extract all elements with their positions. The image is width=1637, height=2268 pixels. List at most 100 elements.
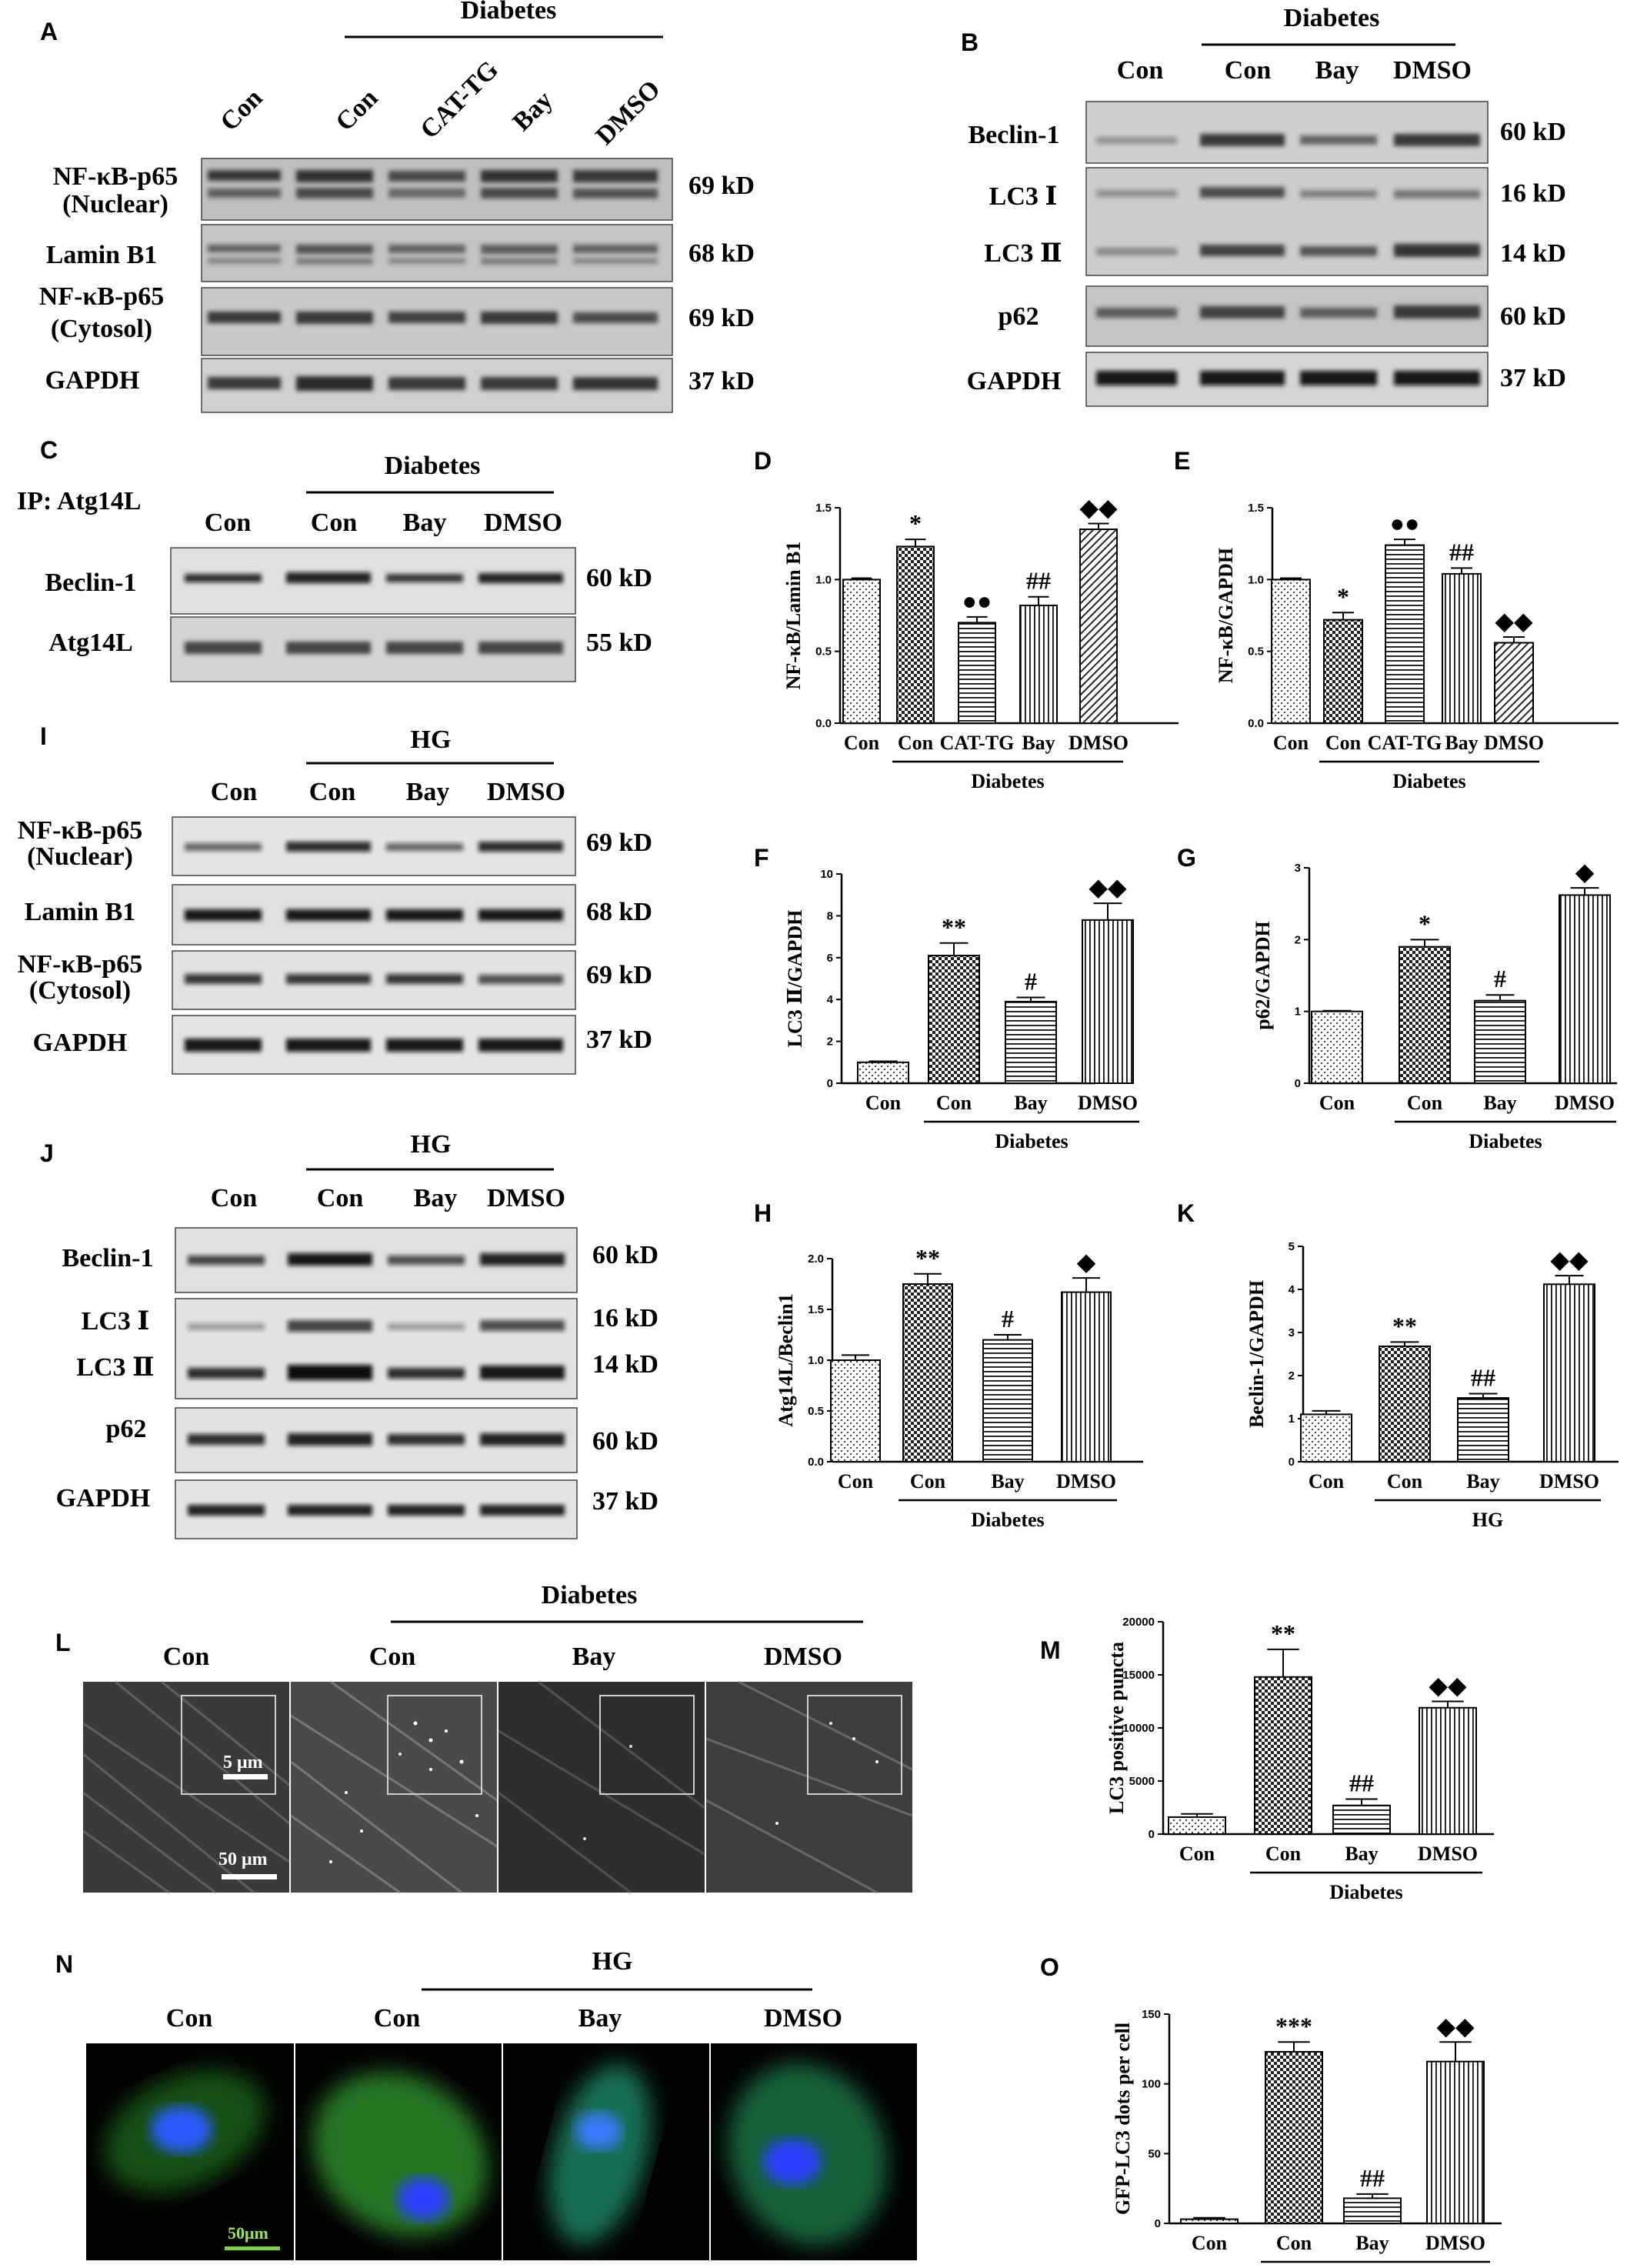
category-label: Con <box>865 1092 902 1114</box>
y-tick-label: 1.5 <box>1248 502 1264 515</box>
blot-strip <box>170 547 576 615</box>
panel-letter: B <box>961 28 979 56</box>
category-label: Con <box>838 1470 874 1493</box>
y-axis-label: Atg14L/Beclin1 <box>775 1293 797 1426</box>
bar <box>1168 1816 1226 1835</box>
significance-marker: ** <box>1392 1312 1417 1339</box>
bar <box>1079 529 1118 724</box>
chart-panel-m: M 0 5000 10000 15000 20000 LC3 positive punct… <box>1040 1616 1494 1903</box>
row-label-sub: (Cytosol) <box>29 976 131 1005</box>
kd-label: 60 kD <box>1500 118 1566 146</box>
panel-a: A Diabetes Con Con CAT-TG Bay DMSO NF-κB… <box>39 0 755 413</box>
panel-letter: F <box>754 844 769 872</box>
scale-bar-label: 50 μm <box>218 1849 268 1869</box>
lane-label: DMSO <box>764 2004 842 2033</box>
blot-strip <box>175 1298 578 1399</box>
row-label-sub: (Nuclear) <box>27 842 133 871</box>
lane-label: Bay <box>403 509 447 537</box>
bar <box>1180 2218 1239 2225</box>
category-label: Bay <box>1014 1092 1047 1114</box>
blot-strip <box>172 1015 576 1075</box>
group-label: Diabetes <box>1392 770 1465 792</box>
category-label: DMSO <box>1418 1843 1478 1865</box>
significance-marker: ## <box>1360 2164 1385 2192</box>
blot-strip <box>175 1407 578 1473</box>
lane-label: Bay <box>406 778 450 806</box>
row-label: GAPDH <box>56 1484 151 1513</box>
fluorescence-image <box>503 2043 709 2260</box>
category-label: Con <box>1273 732 1309 754</box>
y-axis-label: NF-κB/GAPDH <box>1215 548 1237 683</box>
kd-label: 69 kD <box>586 829 652 857</box>
bar <box>830 1359 881 1463</box>
category-label: Con <box>1319 1092 1355 1114</box>
kd-label: 69 kD <box>586 961 652 989</box>
y-tick-label: 0.0 <box>1248 717 1264 730</box>
scale-bar-label: 5 μm <box>223 1753 263 1773</box>
lane-label: Con <box>309 778 356 806</box>
bar <box>1019 604 1058 725</box>
y-tick-label: 10000 <box>1122 1722 1155 1735</box>
significance-marker: ◆◆ <box>1429 1672 1467 1699</box>
category-label: CAT-TG <box>940 732 1015 754</box>
y-tick-label: 0.5 <box>1248 645 1264 659</box>
kd-label: 16 kD <box>592 1304 658 1332</box>
lane-label: Bay <box>1315 56 1359 85</box>
bar <box>1343 2197 1402 2225</box>
y-tick-label: 4 <box>1289 1283 1295 1296</box>
lane-label: Bay <box>414 1184 458 1212</box>
category-label: Bay <box>991 1470 1024 1493</box>
panel-j: J HG Con Con Bay DMSO Beclin-1 LC3 Ⅰ LC3… <box>40 1130 658 1539</box>
lane-label: Con <box>374 2004 421 2033</box>
significance-marker: # <box>1494 965 1506 992</box>
row-label: GAPDH <box>45 366 140 395</box>
bar <box>1254 1676 1312 1836</box>
bar <box>1061 1291 1112 1463</box>
category-label: DMSO <box>1539 1470 1599 1493</box>
y-tick-label: 1.5 <box>808 1303 824 1316</box>
group-label: Diabetes <box>1329 1881 1402 1903</box>
lane-label: DMSO <box>487 778 565 806</box>
chart-panel-f: F 0 2 4 6 8 10 LC3 Ⅱ/GAPDH Con ** Con # Bay ◆◆ DMSO Di… <box>754 844 1139 1152</box>
category-label: Bay <box>1022 732 1055 754</box>
row-label: NF-κB-p65 <box>18 816 142 845</box>
micrograph <box>498 1680 705 1894</box>
panel-letter: A <box>40 18 58 45</box>
y-axis-label: LC3 positive puncta <box>1105 1642 1128 1814</box>
significance-marker: ◆◆ <box>1089 873 1127 901</box>
blot-strip <box>1085 352 1489 407</box>
y-tick-label: 0.5 <box>815 645 832 659</box>
bar <box>1474 999 1526 1084</box>
lane-label: Con <box>311 509 358 537</box>
category-label: Bay <box>1483 1092 1516 1114</box>
panel-letter: K <box>1177 1199 1195 1227</box>
bar <box>1457 1397 1509 1463</box>
y-axis-label: NF-κB/Lamin B1 <box>782 542 805 690</box>
y-tick-label: 6 <box>827 952 833 965</box>
significance-marker: ## <box>1471 1364 1495 1392</box>
y-tick-label: 15000 <box>1122 1669 1155 1682</box>
kd-label: 37 kD <box>688 367 755 395</box>
kd-label: 69 kD <box>688 304 755 332</box>
row-label: Lamin B1 <box>25 898 136 926</box>
lane-label: Con <box>215 84 268 137</box>
lane-label: DMSO <box>590 75 665 150</box>
row-label-sub: (Nuclear) <box>62 190 168 218</box>
kd-label: 60 kD <box>592 1241 658 1269</box>
blot-strip <box>201 287 673 356</box>
significance-marker: *** <box>1275 2012 1312 2040</box>
y-tick-label: 100 <box>1142 2078 1161 2091</box>
panel-letter: J <box>40 1139 54 1167</box>
significance-marker: ◆◆ <box>1079 494 1118 522</box>
significance-marker: ◆◆ <box>1550 1246 1589 1273</box>
lane-label: Con <box>1225 56 1272 85</box>
row-label: GAPDH <box>967 367 1062 395</box>
panel-n: N HG Con Con Bay DMSO 50μm <box>55 1947 917 2260</box>
row-label: NF-κB-p65 <box>18 950 142 979</box>
y-tick-label: 1.0 <box>815 573 832 586</box>
category-label: Bay <box>1466 1470 1499 1493</box>
category-label: DMSO <box>1484 732 1544 754</box>
bar <box>1005 1000 1057 1085</box>
lane-label: Con <box>211 1184 258 1212</box>
